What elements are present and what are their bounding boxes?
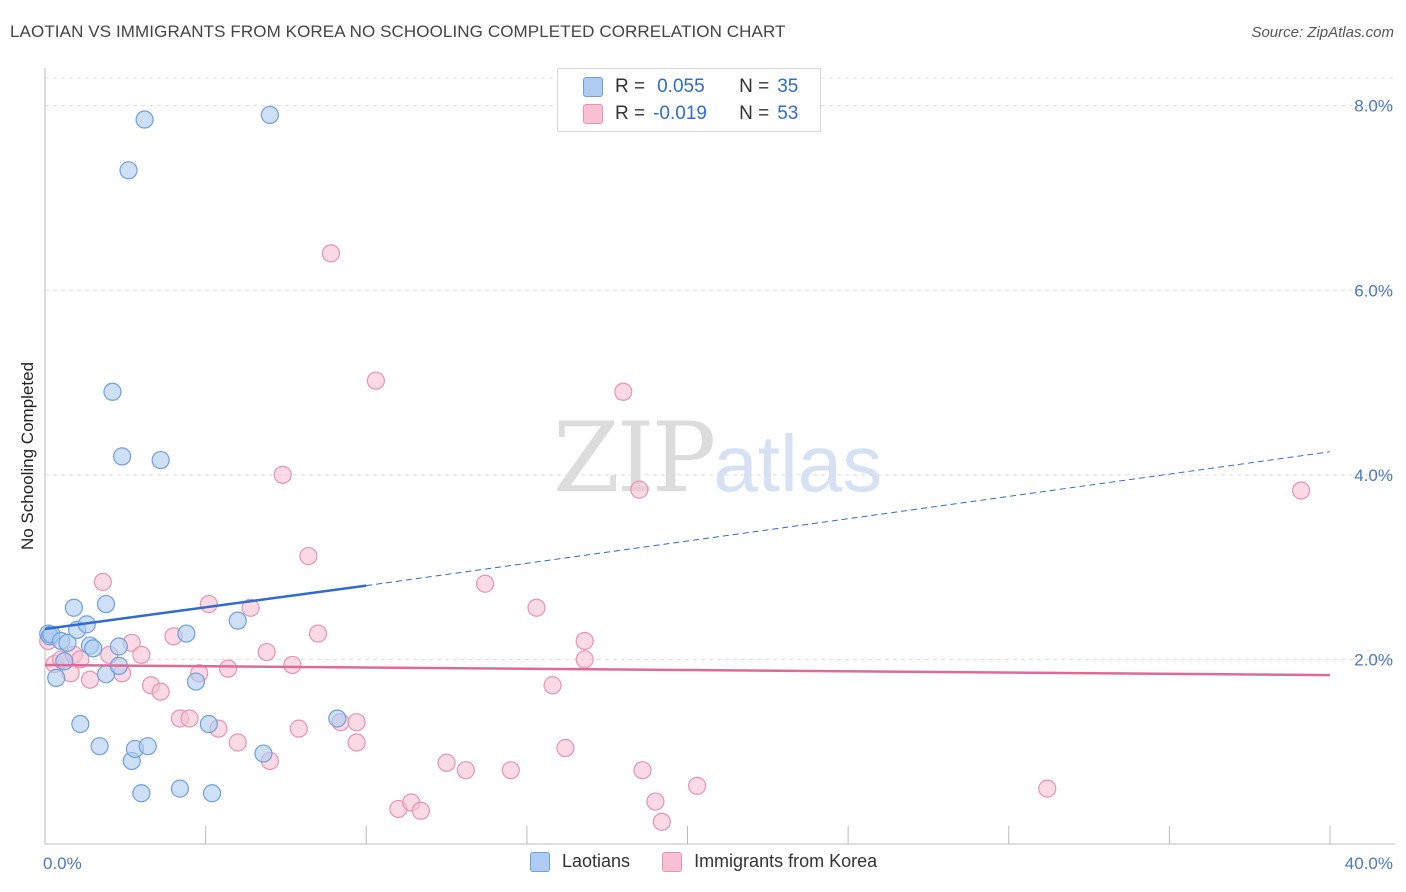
laotian-point — [119, 161, 138, 180]
korea-point — [646, 792, 665, 811]
laotian-point — [55, 652, 74, 671]
korea-point — [652, 812, 671, 831]
laotian-point — [103, 382, 122, 401]
korea-point — [437, 753, 456, 772]
laotian-point — [328, 709, 347, 728]
korea-point — [219, 659, 238, 678]
laotian-point — [202, 784, 222, 803]
laotians-legend-swatch — [530, 851, 550, 872]
korea-point — [575, 650, 594, 669]
korea-point — [476, 574, 495, 593]
r-label: R = — [615, 76, 646, 97]
stats-row-korea: R = -0.019 N = 53 — [583, 103, 798, 125]
korea-point — [289, 719, 308, 738]
laotian-point — [199, 714, 218, 734]
korea-point — [633, 761, 652, 780]
laotian-point — [177, 624, 196, 643]
korea-point — [132, 645, 151, 664]
korea-point — [411, 801, 430, 820]
laotian-point — [96, 594, 116, 614]
laotian-point — [47, 668, 66, 687]
korea-point — [501, 761, 520, 780]
n-label: N = — [739, 103, 770, 124]
korea-point — [93, 572, 112, 591]
korea-point — [456, 761, 475, 780]
n-value: 35 — [777, 76, 799, 97]
r-value: -0.019 — [653, 103, 707, 124]
y-tick-label: 4.0% — [1354, 466, 1393, 485]
chart-title: LAOTIAN VS IMMIGRANTS FROM KOREA NO SCHO… — [10, 22, 786, 41]
korea-point — [543, 676, 562, 695]
korea-point — [1291, 481, 1311, 500]
korea-legend-swatch — [662, 851, 683, 872]
n-value: 53 — [777, 103, 799, 124]
laotian-point — [135, 110, 154, 129]
korea-point — [151, 682, 170, 701]
x-tick-label: 40.0% — [1345, 854, 1393, 873]
korea-swatch — [583, 104, 603, 124]
laotian-point — [109, 637, 128, 656]
korea-point — [308, 624, 328, 643]
r-label: R = — [615, 103, 646, 124]
legend-item-laotians[interactable]: Laotians — [530, 851, 630, 872]
korea-trend-line — [44, 663, 1331, 677]
source-label: Source: ZipAtlas.com — [1251, 24, 1394, 41]
r-value: 0.055 — [657, 76, 705, 97]
laotian-point — [254, 744, 273, 763]
korea-point — [199, 594, 218, 614]
laotian-point — [186, 672, 206, 691]
stats-legend: R = 0.055 N = 35 R = -0.019 N = 53 — [557, 68, 821, 132]
laotian-point — [228, 611, 247, 630]
laotian-trend-extension — [366, 451, 1331, 587]
laotian-trend-line — [44, 584, 367, 631]
korea-point — [575, 631, 594, 651]
n-label: N = — [739, 76, 770, 97]
laotians-swatch — [583, 77, 603, 97]
watermark-atlas: atlas — [713, 419, 883, 508]
korea-point — [180, 709, 199, 728]
legend-label: Immigrants from Korea — [694, 851, 878, 871]
laotian-point — [64, 598, 84, 617]
y-tick-label: 6.0% — [1354, 281, 1393, 300]
korea-point — [321, 244, 341, 263]
korea-point — [228, 733, 247, 752]
korea-point — [283, 655, 302, 675]
korea-point — [80, 670, 100, 689]
korea-point — [1038, 779, 1057, 798]
y-tick-label: 2.0% — [1354, 650, 1393, 669]
laotian-point — [84, 639, 103, 658]
korea-point — [630, 480, 649, 499]
x-tick-label: 0.0% — [43, 854, 82, 873]
y-tick-label: 8.0% — [1354, 97, 1393, 116]
korea-point — [241, 598, 260, 617]
korea-point — [366, 371, 385, 390]
bottom-legend: Laotians Immigrants from Korea — [530, 851, 909, 872]
korea-point — [688, 776, 707, 795]
legend-label: Laotians — [562, 851, 631, 871]
laotian-point — [90, 737, 109, 756]
laotian-point — [132, 784, 151, 803]
korea-point — [527, 598, 546, 617]
korea-point — [347, 733, 366, 752]
laotian-point — [58, 633, 77, 652]
korea-point — [614, 382, 633, 401]
laotian-point — [170, 779, 190, 798]
laotian-point — [151, 450, 170, 470]
korea-point — [347, 713, 366, 732]
korea-point — [273, 465, 292, 484]
korea-point — [556, 738, 575, 758]
legend-item-korea[interactable]: Immigrants from Korea — [662, 851, 877, 872]
stats-row-laotians: R = 0.055 N = 35 — [583, 76, 798, 98]
laotian-point — [112, 447, 132, 466]
laotian-point — [260, 105, 279, 125]
laotian-point — [71, 714, 90, 734]
laotian-point — [138, 737, 157, 756]
korea-point — [299, 546, 318, 566]
korea-point — [257, 642, 276, 662]
